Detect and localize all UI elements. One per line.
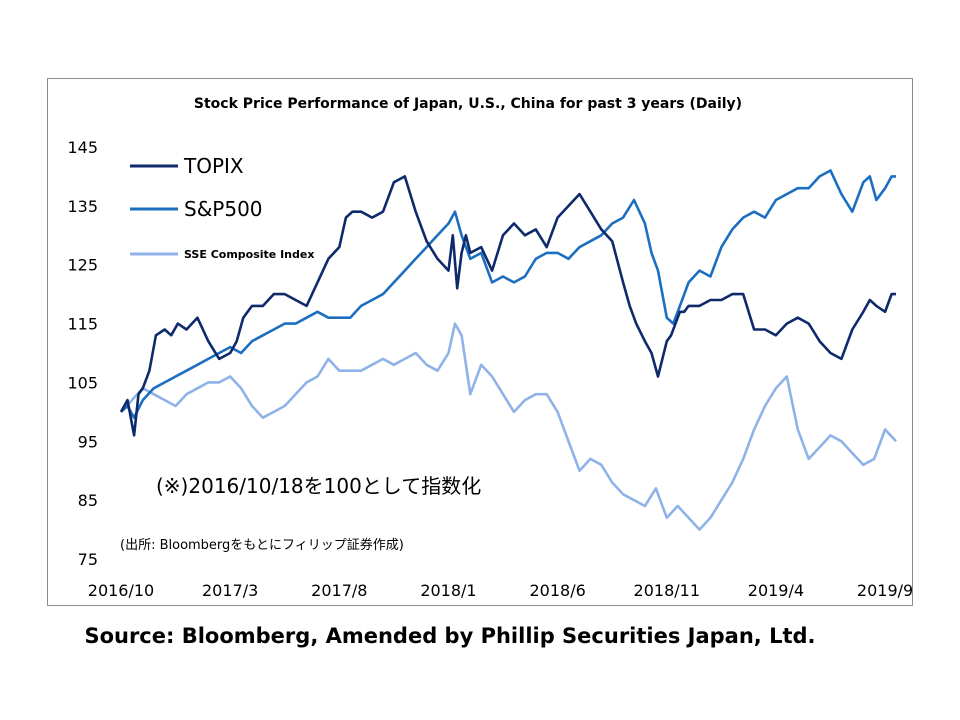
chart-title: Stock Price Performance of Japan, U.S., … — [194, 96, 742, 112]
series-layer — [119, 169, 897, 531]
legend-label: S&P500 — [184, 197, 263, 221]
x-tick-label: 2018/6 — [529, 581, 585, 600]
x-tick-label: 2019/9 — [857, 581, 913, 600]
x-axis: 2016/10 2017/3 2017/8 2018/1 2018/6 2018/11 20… — [88, 581, 913, 600]
chart-annotation: (※)2016/10/18を100として指数化 — [156, 474, 481, 498]
legend-label: SSE Composite Index — [184, 248, 314, 261]
y-tick-label: 105 — [67, 373, 98, 392]
x-tick-label: 2017/8 — [311, 581, 367, 600]
x-tick-label: 2018/1 — [420, 581, 476, 600]
y-tick-label: 85 — [78, 491, 98, 510]
source-note: Source: Bloomberg, Amended by Phillip Se… — [84, 624, 816, 648]
y-tick-label: 75 — [78, 550, 98, 569]
y-axis: 145 135 125 115 105 95 85 75 — [67, 138, 98, 569]
series-line-topix — [119, 175, 896, 437]
y-tick-label: 145 — [67, 138, 98, 157]
line-chart: Stock Price Performance of Japan, U.S., … — [67, 96, 913, 600]
y-tick-label: 125 — [67, 256, 98, 275]
y-tick-label: 115 — [67, 315, 98, 334]
x-tick-label: 2016/10 — [88, 581, 154, 600]
series-line-sse-composite-index — [120, 322, 897, 531]
chart-frame: Stock Price Performance of Japan, U.S., … — [47, 78, 913, 606]
x-tick-label: 2018/11 — [634, 581, 700, 600]
legend-label: TOPIX — [183, 154, 244, 178]
series-line-s-p500 — [120, 169, 896, 419]
x-tick-label: 2019/4 — [748, 581, 804, 600]
y-tick-label: 135 — [67, 197, 98, 216]
legend: TOPIX S&P500 SSE Composite Index — [130, 154, 314, 261]
y-tick-label: 95 — [78, 432, 98, 451]
x-tick-label: 2017/3 — [202, 581, 258, 600]
chart-source-annotation: (出所: Bloombergをもとにフィリップ証券作成) — [120, 537, 404, 553]
